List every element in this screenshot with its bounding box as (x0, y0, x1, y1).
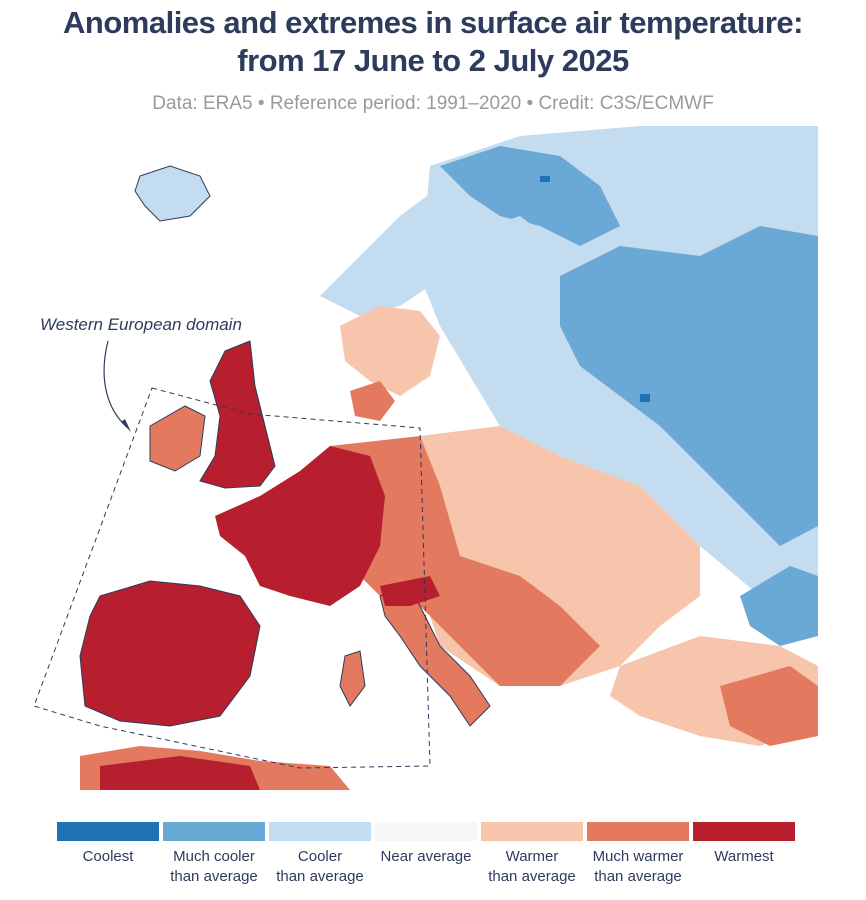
domain-outline (33, 387, 431, 769)
region-sardinia (339, 650, 366, 707)
legend-item-warmer: Warmer than average (481, 822, 583, 887)
legend-item-near-average: Near average (375, 822, 477, 867)
legend-item-warmest: Warmest (693, 822, 795, 867)
region-great-britain (199, 340, 276, 489)
legend-item-much-cooler: Much cooler than average (163, 822, 265, 887)
region-denmark (350, 381, 395, 421)
legend-label: Warmer than average (488, 848, 576, 885)
legend-item-much-warmer: Much warmer than average (587, 822, 689, 887)
region-coolest-spot-1 (640, 394, 650, 402)
legend-label: Warmest (714, 848, 774, 865)
domain-arrowhead (121, 419, 131, 432)
region-much-cooler-russia (560, 226, 818, 546)
legend-swatch (693, 822, 795, 841)
region-iceland (134, 165, 211, 222)
legend-swatch (57, 822, 159, 841)
region-coolest-spot-2 (540, 176, 550, 182)
region-much-cooler-caspian (740, 566, 818, 646)
domain-label: Western European domain (40, 315, 242, 334)
region-france (215, 446, 385, 606)
region-iberia (79, 580, 261, 727)
region-scandinavia-north (320, 186, 470, 316)
legend-label: Coolest (82, 848, 134, 865)
region-north-africa-warmest (100, 756, 260, 790)
title-line-2: from 17 June to 2 July 2025 (237, 43, 629, 78)
region-much-warmer-central (320, 436, 600, 686)
legend-label: Near average (380, 848, 472, 865)
region-turkey-much-warmer (720, 666, 818, 746)
legend-swatch (269, 822, 371, 841)
subtitle: Data: ERA5 • Reference period: 1991–2020… (152, 93, 714, 114)
region-scandinavia-south (340, 306, 440, 396)
region-finland (460, 216, 560, 326)
legend-item-coolest: Coolest (57, 822, 159, 867)
legend: Coolest Much cooler than average Cooler th… (57, 822, 795, 900)
region-ireland (149, 405, 206, 472)
legend-swatch (375, 822, 477, 841)
legend-swatch (587, 822, 689, 841)
title-line-1: Anomalies and extremes in surface air te… (63, 5, 803, 40)
legend-label: Cooler than average (276, 848, 364, 885)
chart-title: Anomalies and extremes in surface air te… (0, 4, 866, 80)
temperature-anomaly-map (0, 126, 818, 790)
legend-label: Much cooler than average (170, 848, 258, 885)
legend-swatch (163, 822, 265, 841)
legend-item-cooler: Cooler than average (269, 822, 371, 887)
legend-label: Much warmer than average (592, 848, 684, 885)
legend-swatch (481, 822, 583, 841)
region-much-cooler-north (440, 146, 620, 246)
